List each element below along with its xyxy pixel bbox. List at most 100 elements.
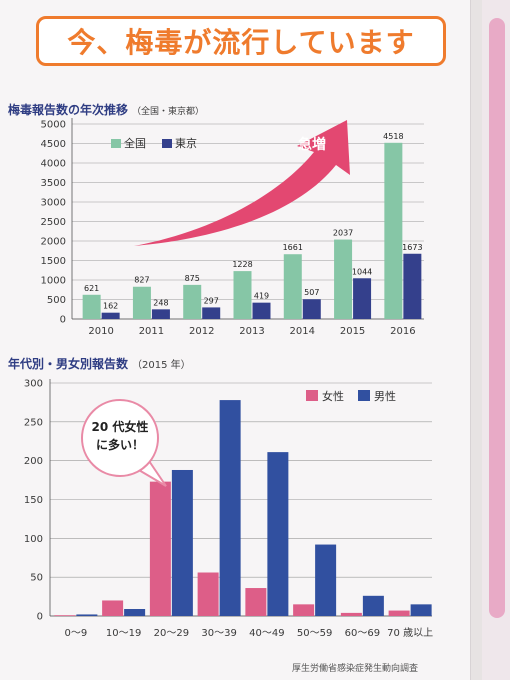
chart2-x-tick-label: 0～9 bbox=[65, 628, 88, 639]
chart1-bar-tokyo bbox=[353, 278, 372, 319]
chart1-data-label: 2037 bbox=[333, 229, 353, 238]
chart2-x-tick-label: 20～29 bbox=[154, 628, 189, 639]
chart1-bar-national bbox=[82, 294, 101, 319]
chart1-bar-tokyo bbox=[151, 309, 170, 319]
callout-text: に多い！ bbox=[96, 437, 144, 452]
chart2-legend-swatch bbox=[306, 390, 318, 401]
chart1-x-tick-label: 2015 bbox=[340, 326, 365, 337]
callout-joint bbox=[132, 456, 145, 466]
chart1-bar-tokyo bbox=[252, 302, 271, 319]
chart2-bar-female bbox=[54, 615, 76, 616]
chart1-bar-national bbox=[233, 271, 252, 319]
chart2-y-tick-label: 0 bbox=[37, 612, 43, 623]
chart1-y-tick-label: 500 bbox=[47, 295, 66, 306]
chart2-title-text: 年代別・男女別報告数 bbox=[8, 357, 129, 371]
chart2-bar-female bbox=[340, 612, 362, 616]
chart2-bar-female bbox=[245, 588, 267, 616]
chart1-x-tick-label: 2014 bbox=[290, 326, 315, 337]
chart1-x-tick-label: 2012 bbox=[189, 326, 214, 337]
chart1-data-label: 248 bbox=[153, 298, 168, 307]
chart1-data-label: 1673 bbox=[402, 243, 422, 252]
chart2-bar-male bbox=[362, 595, 384, 616]
chart2-x-tick-label: 10～19 bbox=[106, 628, 141, 639]
chart1-bar-national bbox=[132, 286, 151, 319]
chart1-x-tick-label: 2016 bbox=[390, 326, 415, 337]
chart1-data-label: 875 bbox=[185, 274, 200, 283]
chart1-data-label: 827 bbox=[134, 276, 149, 285]
chart1-data-label: 1228 bbox=[232, 260, 252, 269]
chart1-y-tick-label: 2000 bbox=[41, 237, 66, 248]
chart2-y-tick-label: 100 bbox=[24, 534, 43, 545]
chart2-y-tick-label: 300 bbox=[24, 379, 43, 390]
chart1-bar-national bbox=[183, 284, 202, 319]
chart2-bar-female bbox=[149, 481, 171, 616]
chart1-data-label: 4518 bbox=[383, 132, 403, 141]
chart1-data-label: 162 bbox=[103, 302, 118, 311]
chart1-bar-national bbox=[283, 254, 302, 319]
chart2-legend-swatch bbox=[358, 390, 370, 401]
chart2-x-tick-label: 30～39 bbox=[201, 628, 236, 639]
chart2-bar-male bbox=[76, 614, 98, 616]
chart1-legend-swatch bbox=[162, 139, 172, 148]
chart1-y-tick-label: 3000 bbox=[41, 198, 66, 209]
chart1-legend-label: 全国 bbox=[124, 136, 146, 150]
chart2-bar-female bbox=[197, 572, 219, 616]
adjacent-page-edge bbox=[482, 0, 510, 680]
chart1-y-tick-label: 4000 bbox=[41, 159, 66, 170]
chart2-title: 年代別・男女別報告数 （2015 年） bbox=[8, 355, 191, 372]
chart2-y-tick-label: 250 bbox=[24, 417, 43, 428]
chart2-bar-male bbox=[315, 544, 337, 616]
chart1-bar-national bbox=[334, 239, 353, 319]
chart2-bar-male bbox=[219, 400, 241, 616]
source-note: 厚生労働省感染症発生動向調査 bbox=[292, 664, 419, 674]
chart1-legend-label: 東京 bbox=[175, 136, 197, 150]
chart1-x-tick-label: 2011 bbox=[139, 326, 164, 337]
chart1-y-tick-label: 5000 bbox=[41, 120, 66, 131]
surge-arrow bbox=[134, 120, 350, 246]
chart1-title-text: 梅毒報告数の年次推移 bbox=[8, 103, 129, 117]
chart2-bar-female bbox=[388, 610, 410, 616]
chart2-bar-male bbox=[410, 604, 432, 616]
chart1-bar-national bbox=[384, 142, 403, 319]
chart2-subtitle: （2015 年） bbox=[132, 360, 191, 371]
surge-label: 急増 bbox=[298, 136, 326, 153]
chart1-y-tick-label: 2500 bbox=[41, 217, 66, 228]
page-title: 今、梅毒が流行しています bbox=[36, 16, 446, 66]
chart1-legend-swatch bbox=[111, 139, 121, 148]
chart1-subtitle: （全国・東京都） bbox=[132, 107, 205, 117]
chart1-data-label: 419 bbox=[254, 292, 269, 301]
chart1-bar-tokyo bbox=[403, 253, 422, 319]
chart2-x-tick-label: 60～69 bbox=[345, 628, 380, 639]
chart1-y-tick-label: 3500 bbox=[41, 178, 66, 189]
chart1-data-label: 507 bbox=[304, 288, 319, 297]
chart1-x-tick-label: 2010 bbox=[88, 326, 113, 337]
chart1-bar-tokyo bbox=[101, 312, 120, 319]
chart1-data-label: 1044 bbox=[352, 267, 372, 276]
chart2-y-tick-label: 150 bbox=[24, 495, 43, 506]
chart1-data-label: 621 bbox=[84, 284, 99, 293]
chart2-legend-label: 男性 bbox=[374, 389, 396, 403]
chart1-data-label: 297 bbox=[204, 296, 219, 305]
callout-text: 20 代女性 bbox=[92, 419, 149, 434]
chart2-bar-male bbox=[124, 609, 146, 616]
chart1-bar-tokyo bbox=[302, 299, 321, 319]
chart1-y-tick-label: 0 bbox=[60, 315, 66, 326]
chart2-y-tick-label: 50 bbox=[30, 573, 43, 584]
callout-bubble bbox=[81, 399, 159, 477]
chart2-x-tick-label: 50～59 bbox=[297, 628, 332, 639]
chart1-y-tick-label: 4500 bbox=[41, 139, 66, 150]
chart2-bar-male bbox=[171, 469, 193, 616]
chart2-bar-female bbox=[102, 600, 124, 616]
chart1-title: 梅毒報告数の年次推移 （全国・東京都） bbox=[8, 101, 204, 118]
chart2-y-tick-label: 200 bbox=[24, 456, 43, 467]
chart2-bar-male bbox=[267, 452, 289, 616]
chart2-legend-label: 女性 bbox=[322, 389, 344, 403]
chart1-y-tick-label: 1000 bbox=[41, 276, 66, 287]
chart1-x-tick-label: 2013 bbox=[239, 326, 264, 337]
chart1-bar-tokyo bbox=[202, 307, 221, 319]
chart2-bar-female bbox=[293, 604, 315, 616]
chart2-x-tick-label: 40～49 bbox=[249, 628, 284, 639]
